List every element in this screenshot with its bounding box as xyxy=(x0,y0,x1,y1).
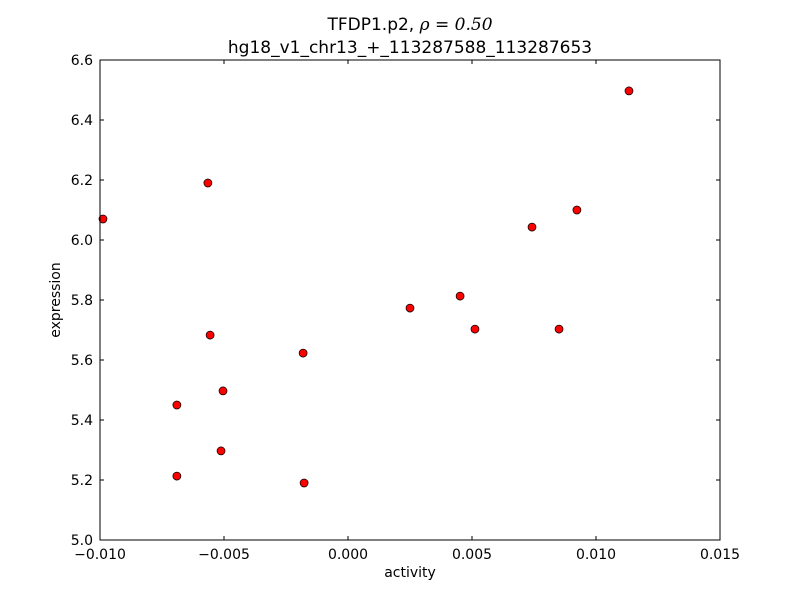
data-point xyxy=(527,222,537,232)
x-tick-label: −0.010 xyxy=(74,547,126,563)
x-tick-label: −0.005 xyxy=(198,547,250,563)
chart-title-rho: ρ = 0.50 xyxy=(419,15,493,35)
x-tick-label: 0.015 xyxy=(700,547,740,563)
data-point xyxy=(405,303,415,313)
plot-area-frame xyxy=(99,59,721,541)
y-tick-label: 6.6 xyxy=(71,53,93,69)
data-point xyxy=(203,178,213,188)
data-point xyxy=(554,324,564,334)
data-point xyxy=(572,205,582,215)
chart-title-line1: TFDP1.p2, ρ = 0.50 xyxy=(326,15,492,35)
data-point xyxy=(299,478,309,488)
y-tick-label: 5.6 xyxy=(71,353,93,369)
y-tick-label: 6.4 xyxy=(71,113,93,129)
x-tick-label: 0.010 xyxy=(576,547,616,563)
y-tick-label: 5.0 xyxy=(71,533,93,549)
data-point xyxy=(172,400,182,410)
data-point xyxy=(98,214,108,224)
data-point xyxy=(624,86,634,96)
y-tick-label: 5.2 xyxy=(71,473,93,489)
x-tick-label: 0.005 xyxy=(452,547,492,563)
chart-title-line2: hg18_v1_chr13_+_113287588_113287653 xyxy=(228,38,592,58)
x-axis-label: activity xyxy=(384,565,436,581)
y-tick-label: 6.2 xyxy=(71,173,93,189)
y-tick-label: 5.8 xyxy=(71,293,93,309)
data-point xyxy=(218,386,228,396)
data-point xyxy=(205,330,215,340)
x-tick-label: 0.000 xyxy=(328,547,368,563)
y-tick-label: 6.0 xyxy=(71,233,93,249)
data-point xyxy=(455,291,465,301)
y-axis-label: expression xyxy=(48,262,64,338)
data-point xyxy=(298,348,308,358)
data-point xyxy=(216,446,226,456)
y-tick-label: 5.4 xyxy=(71,413,93,429)
data-point xyxy=(172,471,182,481)
data-point xyxy=(470,324,480,334)
